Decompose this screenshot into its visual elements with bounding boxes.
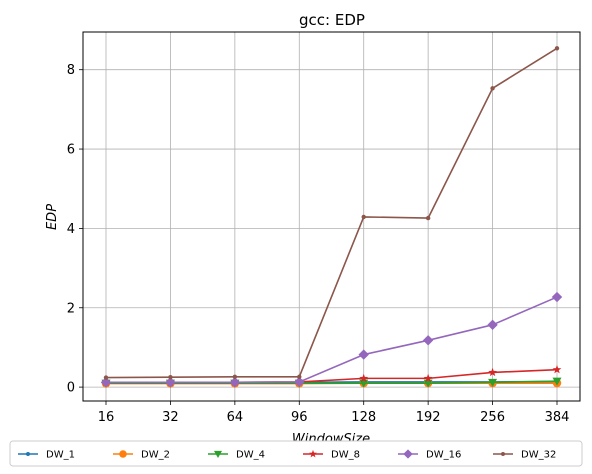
x-tick-label: 384 xyxy=(545,410,570,425)
data-point-marker xyxy=(488,378,498,387)
legend-frame xyxy=(9,440,583,467)
y-tick-label: 2 xyxy=(67,301,75,316)
data-point-marker xyxy=(168,374,173,380)
data-point-marker xyxy=(487,319,498,331)
series-line xyxy=(106,296,558,384)
data-point-marker xyxy=(358,349,369,360)
data-point-marker xyxy=(422,335,434,346)
data-point-marker xyxy=(552,377,562,386)
data-point-marker xyxy=(232,374,238,379)
data-point-marker xyxy=(103,375,109,380)
series-dw-32 xyxy=(103,46,560,380)
x-tick-label: 64 xyxy=(227,410,244,425)
y-tick-label: 6 xyxy=(67,143,75,158)
legend-item: DW_1 xyxy=(18,450,75,461)
data-point-marker xyxy=(501,452,505,456)
data-point-marker xyxy=(294,376,305,388)
data-point-marker xyxy=(229,377,241,388)
grid xyxy=(83,32,580,401)
legend-label: DW_2 xyxy=(141,450,170,461)
y-ticks: 0 2 4 6 8 xyxy=(67,63,83,396)
legend-item: DW_4 xyxy=(208,450,265,461)
data-point-marker xyxy=(552,365,562,374)
legend-label: DW_16 xyxy=(426,450,461,461)
data-point-marker xyxy=(551,291,563,303)
data-point-marker xyxy=(213,450,223,459)
series-line xyxy=(105,47,558,379)
legend-item: DW_8 xyxy=(303,450,360,461)
data-point-marker xyxy=(361,214,366,220)
y-axis-label: EDP xyxy=(45,204,60,230)
data-point-marker xyxy=(554,46,560,51)
x-tick-label: 96 xyxy=(291,410,308,425)
y-tick-label: 8 xyxy=(67,63,75,78)
data-point-marker xyxy=(26,452,30,456)
legend-label: DW_8 xyxy=(331,450,360,461)
data-point-marker xyxy=(359,373,369,383)
x-tick-label: 128 xyxy=(351,410,376,425)
data-point-marker xyxy=(165,377,176,388)
plot-frame xyxy=(82,31,581,402)
x-ticks: 16 32 64 96 128 192 256 384 xyxy=(98,401,570,425)
x-tick-label: 32 xyxy=(162,410,179,425)
legend-item: DW_32 xyxy=(493,450,556,461)
legend-label: DW_32 xyxy=(521,450,556,461)
series-dw-16 xyxy=(100,291,563,388)
legend-label: DW_4 xyxy=(236,450,265,461)
chart-title: gcc: EDP xyxy=(299,11,365,29)
x-tick-label: 192 xyxy=(416,410,441,425)
legend-label: DW_1 xyxy=(46,450,75,461)
y-tick-label: 0 xyxy=(67,381,75,396)
data-point-marker xyxy=(309,449,317,458)
data-point-marker xyxy=(425,215,431,221)
data-point-marker xyxy=(100,377,112,388)
data-point-marker xyxy=(297,374,302,379)
legend: DW_1 DW_2 DW_4 DW_8 DW_16 DW_32 xyxy=(9,440,583,467)
y-tick-label: 4 xyxy=(67,222,75,237)
data-point-marker xyxy=(490,86,495,91)
x-tick-label: 16 xyxy=(98,410,115,425)
legend-item: DW_16 xyxy=(398,449,461,461)
data-point-marker xyxy=(403,449,413,459)
legend-item: DW_2 xyxy=(113,450,170,461)
data-point-marker xyxy=(423,373,433,383)
data-point-marker xyxy=(488,367,497,377)
series-layer xyxy=(100,46,563,388)
x-tick-label: 256 xyxy=(480,410,505,425)
data-point-marker xyxy=(119,450,127,458)
